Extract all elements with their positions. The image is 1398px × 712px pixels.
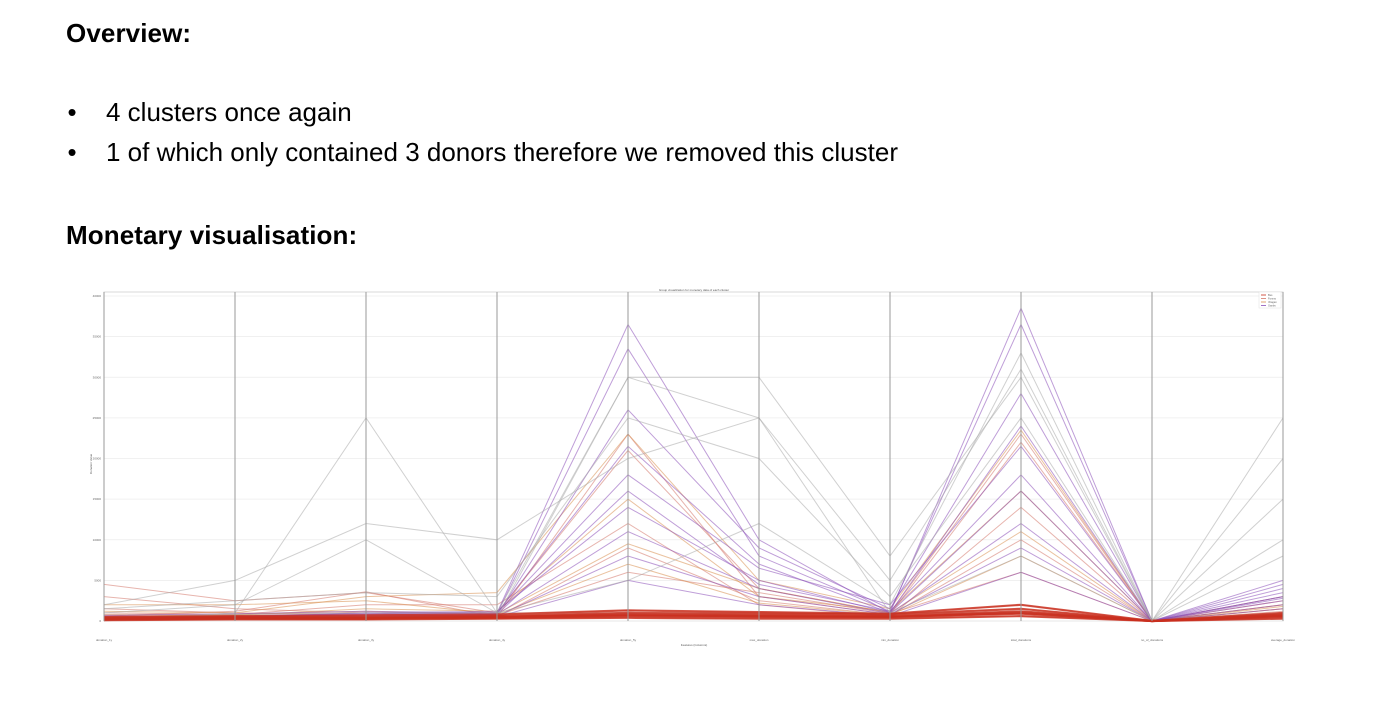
series-line	[103, 611, 1284, 623]
y-tick-label: 15000	[93, 497, 102, 501]
x-tick-label: donation_2y	[227, 638, 244, 642]
y-tick-label: 40000	[93, 294, 102, 298]
plot-frame	[103, 291, 1284, 622]
parallel-coordinates-chart: Group visualization for monetary data of…	[89, 288, 1295, 647]
series-lines	[103, 306, 1284, 623]
bullet-text: 1 of which only contained 3 donors there…	[106, 137, 898, 167]
legend-entry: Vitagan	[1268, 300, 1277, 304]
monetary-heading: Monetary visualisation:	[66, 220, 358, 250]
x-tick-label: donation_5y	[620, 638, 637, 642]
y-tick-label: 0	[99, 619, 101, 623]
series-line	[103, 433, 1284, 622]
series-line	[104, 531, 1284, 622]
x-axis-label: Features (Columns)	[681, 643, 708, 647]
y-tick-label: 5000	[94, 578, 101, 582]
x-tick-label: max_donation	[750, 638, 769, 642]
feature-axes: donation_1y donation_2y donation_3y donatio…	[96, 292, 1295, 642]
legend-box	[1258, 291, 1282, 309]
series-line	[103, 490, 1284, 622]
y-tick-label: 20000	[93, 457, 102, 461]
y-tick-label: 10000	[93, 538, 102, 542]
bullet-text: 4 clusters once again	[106, 97, 352, 127]
bullet-dot-icon: •	[67, 137, 77, 167]
series-line	[103, 607, 1284, 623]
legend-entry: Fonmo	[1268, 297, 1277, 301]
y-tick-label: 35000	[93, 335, 102, 339]
x-tick-label: total_donations	[1011, 638, 1032, 642]
series-line	[103, 506, 1284, 622]
series-line	[103, 351, 1284, 622]
series-line	[103, 376, 1284, 622]
x-tick-label: average_donation	[1271, 638, 1295, 642]
series-line	[103, 603, 1284, 623]
series-line	[103, 417, 1284, 622]
x-tick-label: no_of_donations	[1141, 638, 1164, 642]
chart-title: Group visualization for monetary data of…	[659, 288, 729, 292]
bullet-item: • 4 clusters once again	[66, 92, 898, 132]
series-line	[103, 539, 1284, 622]
series-line	[103, 425, 1284, 622]
overview-bullet-list: • 4 clusters once again • 1 of which onl…	[66, 92, 898, 172]
legend-entry: Bus	[1268, 293, 1273, 297]
x-tick-label: donation_1y	[96, 638, 113, 642]
y-axis-label: Donation Value	[89, 454, 93, 475]
y-tick-label: 30000	[93, 375, 102, 379]
bullet-item: • 1 of which only contained 3 donors the…	[66, 132, 898, 172]
bullet-dot-icon: •	[67, 97, 77, 127]
x-tick-label: donation_3y	[358, 638, 375, 642]
x-tick-label: min_donation	[881, 638, 899, 642]
legend-entry: Ganbs	[1268, 304, 1276, 308]
x-tick-label: donation_4y	[489, 638, 506, 642]
series-line	[103, 429, 1284, 622]
y-tick-label: 25000	[93, 416, 102, 420]
overview-heading: Overview:	[66, 18, 192, 48]
